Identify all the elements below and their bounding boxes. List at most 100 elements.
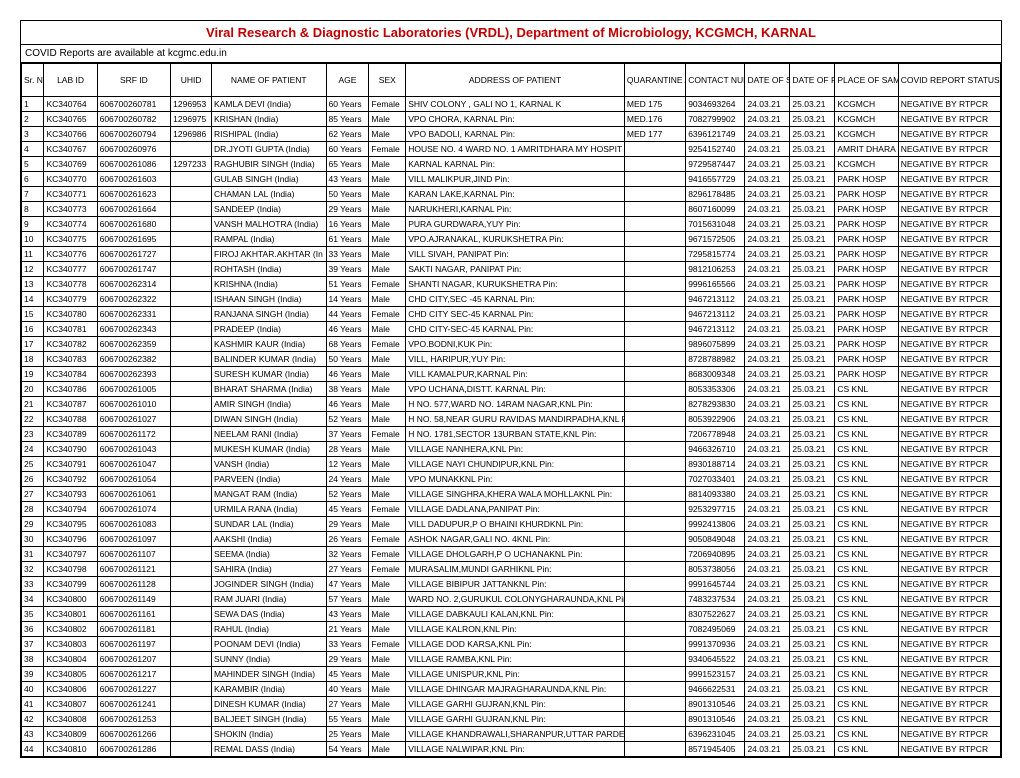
table-cell: 25.03.21	[790, 487, 835, 502]
table-cell: KARNAL KARNAL Pin:	[406, 157, 625, 172]
table-cell	[171, 412, 212, 427]
table-cell	[624, 577, 685, 592]
table-cell: Male	[369, 322, 406, 337]
table-cell: Male	[369, 247, 406, 262]
table-cell: NEGATIVE BY RTPCR	[898, 112, 1000, 127]
table-cell: CS KNL	[835, 382, 898, 397]
table-cell: 35	[22, 607, 44, 622]
table-cell	[171, 532, 212, 547]
table-row: 26KC340792606700261054PARVEEN (India)24 …	[22, 472, 1001, 487]
table-cell: Male	[369, 667, 406, 682]
table-cell: Female	[369, 307, 406, 322]
table-cell: Male	[369, 442, 406, 457]
table-cell: 8571945405	[686, 742, 745, 757]
table-cell: 9416557729	[686, 172, 745, 187]
table-cell: CS KNL	[835, 637, 898, 652]
table-cell	[171, 397, 212, 412]
table-cell: 606700261086	[97, 157, 171, 172]
table-row: 3KC3407666067002607941296986RISHIPAL (In…	[22, 127, 1001, 142]
table-cell: RAMPAL (India)	[212, 232, 326, 247]
table-cell: CHD CITY,SEC -45 KARNAL Pin:	[406, 292, 625, 307]
table-cell	[624, 202, 685, 217]
table-cell: Female	[369, 337, 406, 352]
table-cell: CS KNL	[835, 517, 898, 532]
table-cell: 54 Years	[326, 742, 369, 757]
table-cell: Male	[369, 367, 406, 382]
table-cell: 16	[22, 322, 44, 337]
table-row: 34KC340800606700261149RAM JUARI (India)5…	[22, 592, 1001, 607]
table-cell: KC340771	[44, 187, 97, 202]
table-cell: 24.03.21	[745, 322, 790, 337]
table-cell: 25.03.21	[790, 712, 835, 727]
table-row: 21KC340787606700261010AMIR SINGH (India)…	[22, 397, 1001, 412]
table-cell: 5	[22, 157, 44, 172]
table-cell: 8	[22, 202, 44, 217]
table-row: 13KC340778606700262314KRISHNA (India)51 …	[22, 277, 1001, 292]
table-cell	[171, 607, 212, 622]
table-cell: VILLAGE KALRON,KNL Pin:	[406, 622, 625, 637]
table-cell: 24.03.21	[745, 727, 790, 742]
table-cell: NEGATIVE BY RTPCR	[898, 382, 1000, 397]
table-cell: KC340808	[44, 712, 97, 727]
table-cell: 25.03.21	[790, 397, 835, 412]
table-cell	[624, 592, 685, 607]
table-cell	[171, 187, 212, 202]
table-cell	[624, 277, 685, 292]
table-row: 40KC340806606700261227KARAMBIR (India)40…	[22, 682, 1001, 697]
table-cell: KC340791	[44, 457, 97, 472]
table-cell: 606700261043	[97, 442, 171, 457]
table-cell: 8683009348	[686, 367, 745, 382]
table-cell: VILLAGE BIBIPUR JATTANKNL Pin:	[406, 577, 625, 592]
table-cell	[171, 442, 212, 457]
table-cell	[624, 337, 685, 352]
table-row: 10KC340775606700261695RAMPAL (India)61 Y…	[22, 232, 1001, 247]
table-cell: 606700261217	[97, 667, 171, 682]
table-row: 33KC340799606700261128JOGINDER SINGH (In…	[22, 577, 1001, 592]
table-cell: CS KNL	[835, 622, 898, 637]
table-cell: KC340797	[44, 547, 97, 562]
table-cell	[171, 202, 212, 217]
table-cell	[624, 397, 685, 412]
table-cell: 27	[22, 487, 44, 502]
table-cell: 38 Years	[326, 382, 369, 397]
table-cell: 24.03.21	[745, 697, 790, 712]
table-cell: VILLAGE GARHI GUJRAN,KNL Pin:	[406, 697, 625, 712]
table-cell: 606700261074	[97, 502, 171, 517]
table-cell: Male	[369, 157, 406, 172]
table-cell: KC340788	[44, 412, 97, 427]
table-cell: KC340789	[44, 427, 97, 442]
table-cell: KC340804	[44, 652, 97, 667]
table-cell: 19	[22, 367, 44, 382]
col-header: DATE OF SAMPLE RECEIVING	[745, 64, 790, 97]
table-cell: 606700261121	[97, 562, 171, 577]
table-cell: KCGMCH	[835, 157, 898, 172]
table-cell: NEGATIVE BY RTPCR	[898, 127, 1000, 142]
table-cell: NEGATIVE BY RTPCR	[898, 322, 1000, 337]
table-cell: 606700261253	[97, 712, 171, 727]
table-cell: 15	[22, 307, 44, 322]
table-cell: 25.03.21	[790, 457, 835, 472]
table-cell: Male	[369, 127, 406, 142]
table-cell: FIROJ AKHTAR.AKHTAR (In	[212, 247, 326, 262]
table-cell	[624, 742, 685, 757]
table-cell: 6396231045	[686, 727, 745, 742]
table-cell: 24.03.21	[745, 97, 790, 112]
table-cell: 62 Years	[326, 127, 369, 142]
table-cell: 17	[22, 337, 44, 352]
table-cell	[624, 532, 685, 547]
table-cell: VPO.BODNI,KUK Pin:	[406, 337, 625, 352]
table-cell: 25.03.21	[790, 472, 835, 487]
table-cell: 36	[22, 622, 44, 637]
table-cell: 25.03.21	[790, 172, 835, 187]
table-cell: 8053738056	[686, 562, 745, 577]
table-cell: Male	[369, 232, 406, 247]
table-cell: 606700261083	[97, 517, 171, 532]
table-cell	[171, 592, 212, 607]
table-cell: Female	[369, 532, 406, 547]
table-cell: 606700261695	[97, 232, 171, 247]
table-cell: 24.03.21	[745, 337, 790, 352]
table-cell: 24.03.21	[745, 487, 790, 502]
table-cell: 24.03.21	[745, 367, 790, 382]
table-cell: 25.03.21	[790, 202, 835, 217]
table-row: 4KC340767606700260976DR.JYOTI GUPTA (Ind…	[22, 142, 1001, 157]
